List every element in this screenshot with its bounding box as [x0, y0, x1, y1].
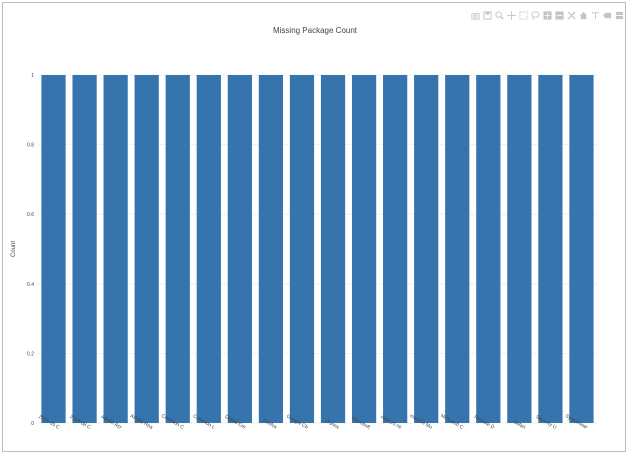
camera-icon[interactable] [471, 11, 480, 20]
hover-closest-icon[interactable] [603, 11, 612, 20]
bar[interactable] [351, 75, 377, 423]
bar[interactable] [289, 75, 315, 423]
bar[interactable] [165, 75, 190, 423]
autoscale-icon[interactable] [567, 10, 576, 20]
x-tick-label: Safari [512, 419, 526, 431]
bar[interactable] [72, 75, 97, 423]
bar[interactable] [507, 75, 532, 423]
home-icon[interactable] [579, 11, 588, 20]
y-tick-label: 0.2 [27, 351, 34, 357]
y-tick-label: 1 [31, 73, 34, 79]
bar[interactable] [134, 75, 159, 423]
bar[interactable] [414, 75, 439, 423]
y-axis-title: Count [11, 241, 17, 257]
bar[interactable] [227, 75, 252, 423]
bar[interactable] [196, 75, 221, 423]
bar[interactable] [538, 75, 563, 423]
y-tick-label: 0.6 [27, 212, 34, 218]
lasso-icon[interactable] [531, 10, 540, 20]
bar[interactable] [445, 75, 470, 423]
chart-title: Missing Package Count [272, 26, 358, 35]
bar[interactable] [103, 75, 128, 423]
box-select-icon[interactable] [519, 10, 528, 20]
bar[interactable] [41, 75, 66, 423]
bar[interactable] [569, 75, 594, 423]
bar[interactable] [320, 75, 346, 423]
zoom-icon[interactable] [495, 10, 504, 20]
bar[interactable] [383, 75, 408, 423]
spike-lines-icon[interactable] [591, 11, 600, 20]
bar[interactable] [476, 75, 501, 423]
save-icon[interactable] [483, 10, 492, 20]
zoom-out-icon[interactable] [555, 10, 564, 20]
y-tick-label: 0.4 [27, 282, 34, 288]
hover-compare-icon[interactable] [615, 11, 624, 20]
y-tick-label: 0 [31, 421, 34, 427]
y-tick-label: 0.8 [27, 143, 34, 149]
chart-modebar [471, 8, 624, 22]
pan-icon[interactable] [507, 10, 516, 20]
bar[interactable] [258, 75, 284, 423]
zoom-in-icon[interactable] [543, 10, 552, 20]
